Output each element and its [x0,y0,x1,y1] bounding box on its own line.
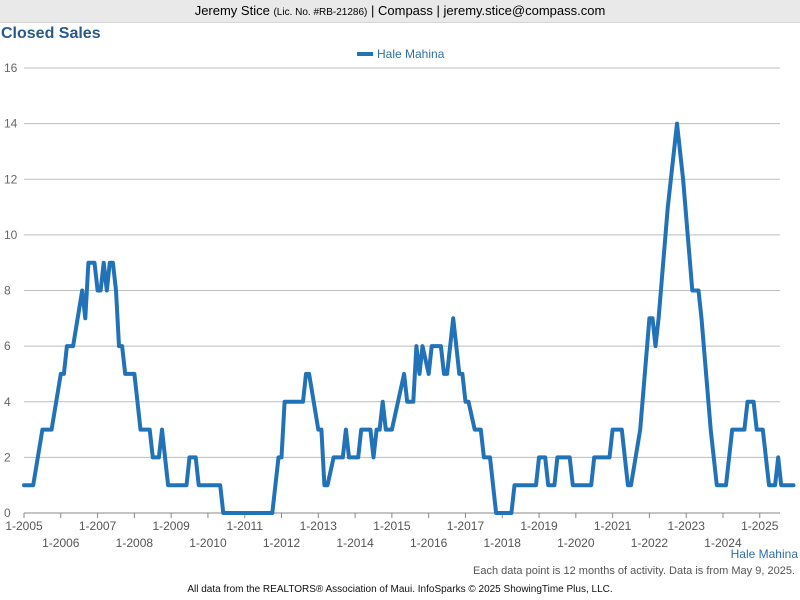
x-tick-label: 1-2016 [410,536,448,550]
y-tick-label: 6 [4,339,11,353]
y-tick-label: 12 [4,172,18,186]
x-tick-label: 1-2018 [484,536,522,550]
agent-contact: | Compass | jeremy.stice@compass.com [371,3,606,18]
x-tick-label: 1-2009 [152,519,190,533]
area-label: Hale Mahina [730,547,798,561]
x-tick-label: 1-2013 [300,519,338,533]
y-tick-label: 0 [4,506,11,520]
agent-name: Jeremy Stice [194,3,270,18]
x-tick-label: 1-2022 [631,536,669,550]
y-tick-label: 8 [4,284,11,298]
y-tick-label: 10 [4,228,18,242]
x-tick-label: 1-2021 [594,519,632,533]
y-tick-label: 4 [4,395,11,409]
y-tick-label: 14 [4,117,18,131]
x-tick-label: 1-2023 [668,519,706,533]
x-tick-label: 1-2008 [116,536,154,550]
x-tick-label: 1-2006 [42,536,80,550]
series-line-hale-mahina [22,121,796,515]
license-number: (Lic. No. #RB-21286) [273,7,368,18]
x-tick-label: 1-2007 [79,519,117,533]
data-note: Each data point is 12 months of activity… [472,565,795,577]
x-tick-label: 1-2012 [263,536,301,550]
chart-title: Closed Sales [1,25,101,42]
x-tick-label: 1-2019 [520,519,558,533]
x-tick-label: 1-2011 [226,519,263,533]
footer-credit: All data from the REALTORS® Association … [187,584,613,595]
x-tick-label: 1-2025 [741,519,779,533]
header-bar: Jeremy Stice (Lic. No. #RB-21286) | Comp… [0,0,800,23]
x-tick-label: 1-2014 [336,536,374,550]
x-tick-label: 1-2015 [373,519,411,533]
legend-label: Hale Mahina [377,47,445,61]
x-tick-label: 1-2010 [189,536,227,550]
y-tick-label: 16 [4,61,18,75]
x-tick-label: 1-2005 [5,519,43,533]
x-tick-label: 1-2020 [557,536,595,550]
y-tick-label: 2 [4,450,11,464]
x-tick-label: 1-2024 [704,536,742,550]
x-tick-label: 1-2017 [447,519,485,533]
